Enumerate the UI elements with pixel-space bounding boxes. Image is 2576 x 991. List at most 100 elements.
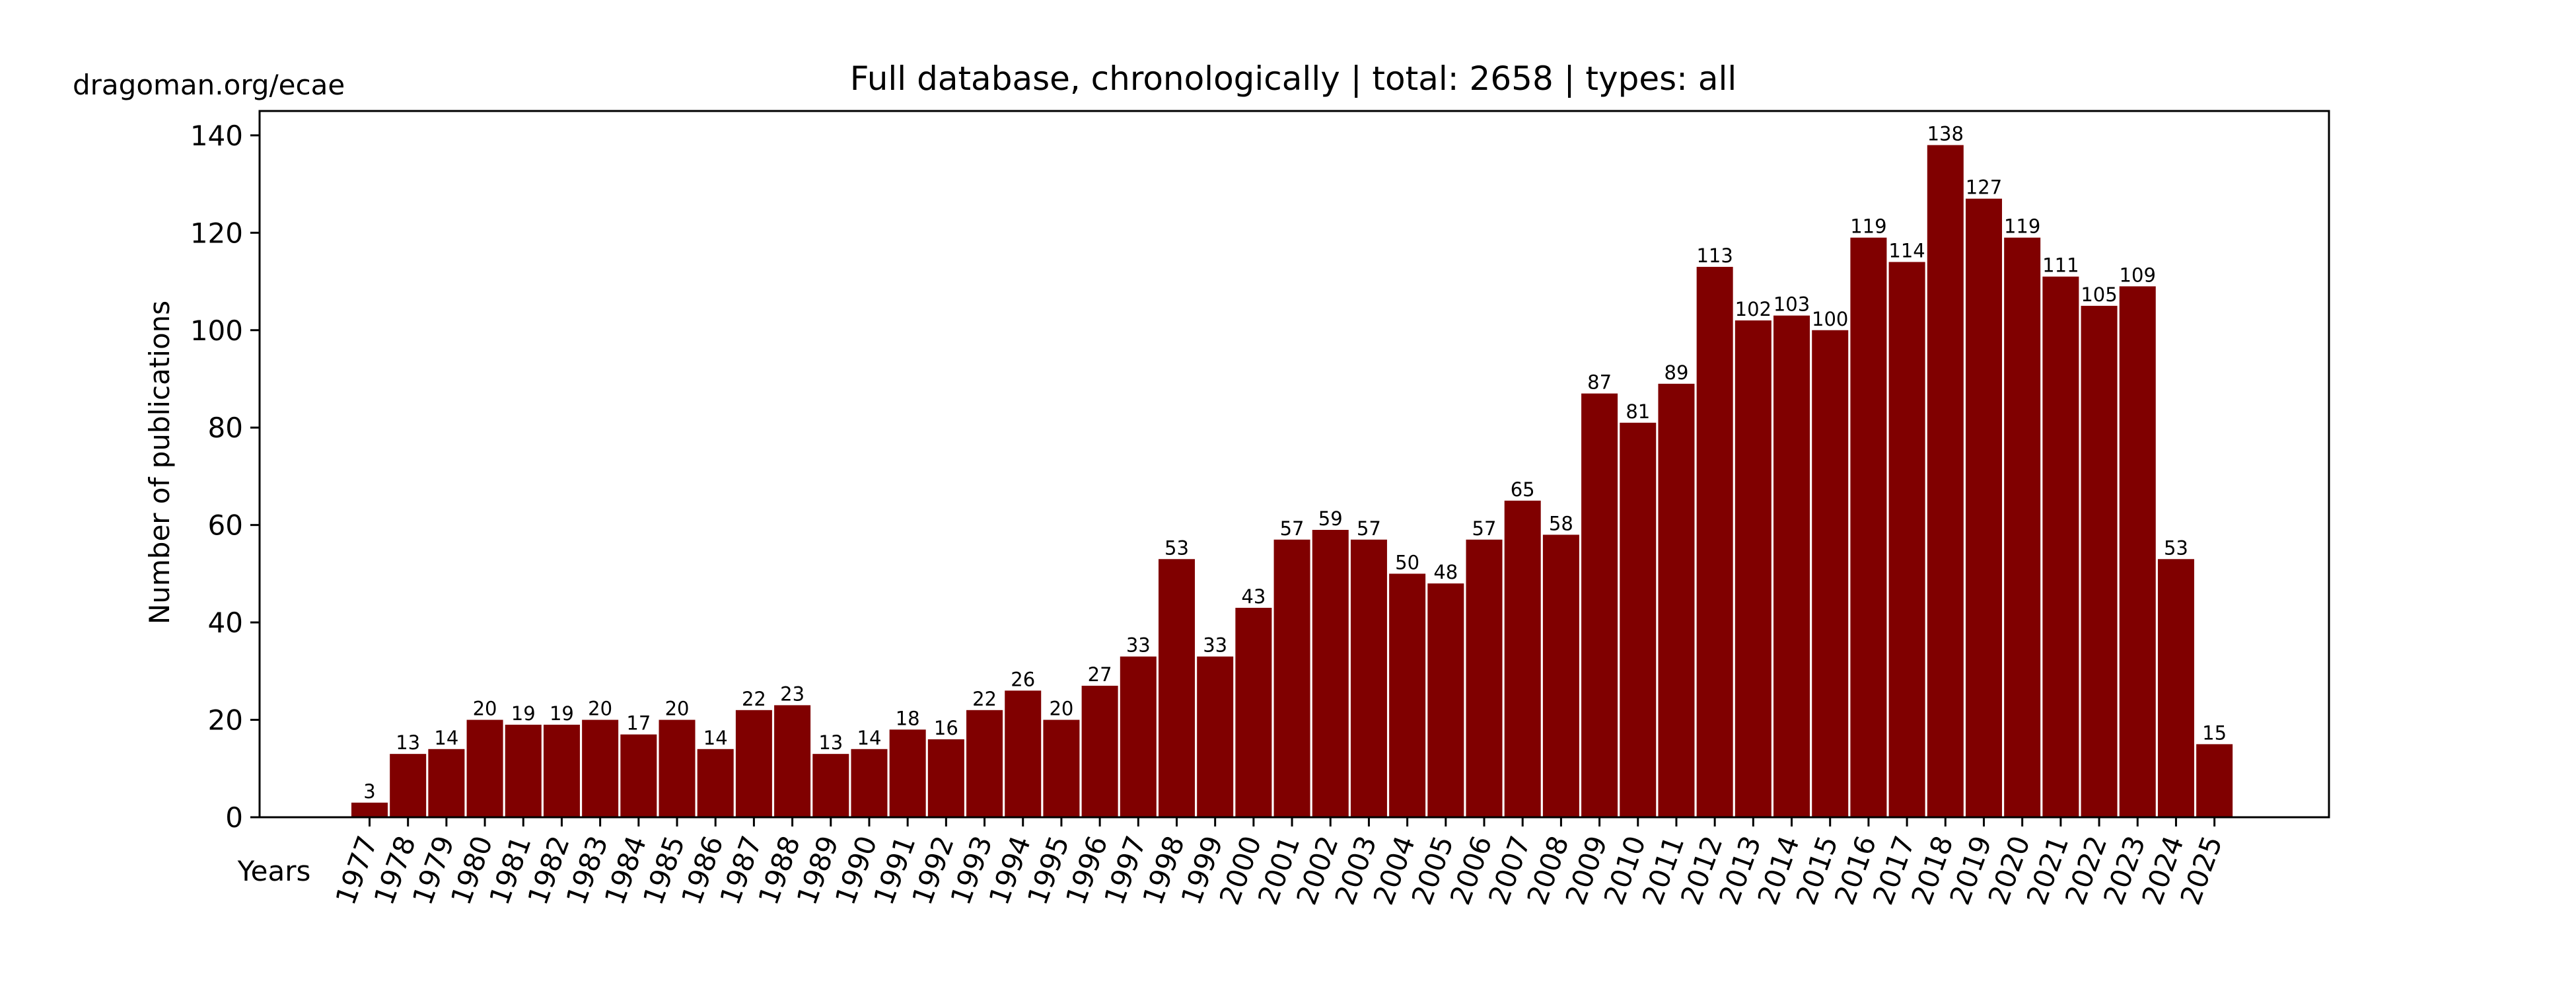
- bar: [2004, 237, 2041, 818]
- bar-value-label: 43: [1241, 585, 1266, 608]
- y-tick-label: 140: [190, 120, 243, 152]
- bar-value-label: 57: [1357, 517, 1381, 540]
- bar: [1812, 330, 1849, 817]
- bar-value-label: 20: [473, 698, 497, 720]
- bar-value-label: 53: [2164, 536, 2188, 559]
- bar-value-label: 57: [1280, 517, 1305, 540]
- bar-value-label: 19: [550, 702, 574, 725]
- y-axis-ticks: 0 20 40 60 80 100 120 140: [190, 120, 260, 834]
- bar: [2157, 559, 2194, 817]
- bar: [2119, 286, 2156, 818]
- y-tick-label: 80: [208, 412, 243, 444]
- bar-value-label: 119: [2004, 215, 2040, 238]
- bar: [1273, 539, 1310, 817]
- y-tick-label: 40: [208, 606, 243, 639]
- bar: [1850, 237, 1887, 818]
- bar-value-label: 111: [2042, 254, 2079, 277]
- bar: [1735, 320, 1771, 817]
- bar-value-label: 33: [1203, 634, 1227, 657]
- bar-value-label: 50: [1395, 551, 1419, 573]
- bar: [1005, 690, 1042, 817]
- bar-value-label: 113: [1696, 244, 1733, 267]
- bar: [697, 749, 734, 817]
- bar-value-label: 138: [1927, 123, 1964, 145]
- bar: [1389, 573, 1426, 817]
- bar-value-label: 87: [1587, 371, 1612, 394]
- bar: [1965, 198, 2002, 817]
- source-note: dragoman.org/ecae: [73, 69, 345, 101]
- bar: [889, 729, 926, 817]
- bar-value-label: 13: [396, 731, 420, 754]
- bar-value-label: 20: [1049, 698, 1073, 720]
- bar-value-label: 17: [626, 712, 651, 735]
- bar-value-label: 102: [1735, 298, 1771, 320]
- bar-value-label: 103: [1773, 293, 1810, 316]
- bar: [966, 710, 1003, 817]
- bar-value-label: 114: [1888, 240, 1925, 262]
- y-tick-label: 0: [225, 801, 243, 834]
- x-axis-label: Years: [237, 855, 311, 887]
- bar: [505, 724, 542, 817]
- bar: [851, 749, 888, 817]
- y-tick-label: 60: [208, 509, 243, 542]
- bar: [1581, 393, 1618, 817]
- bar-value-label: 89: [1664, 361, 1689, 384]
- bar-value-label: 14: [703, 727, 728, 749]
- bar-value-label: 3: [363, 780, 375, 803]
- bar: [735, 710, 772, 817]
- bar: [1888, 262, 1925, 818]
- bar-value-label: 48: [1433, 561, 1458, 583]
- plot-frame: [258, 110, 2330, 819]
- bar: [1158, 559, 1195, 817]
- bar-value-label: 23: [780, 682, 805, 705]
- bar: [1197, 656, 1234, 817]
- bar-value-label: 14: [434, 727, 458, 749]
- bar: [1043, 719, 1080, 817]
- y-tick-label: 120: [190, 217, 243, 249]
- bar: [1620, 422, 1657, 817]
- bar: [620, 734, 657, 817]
- bar: [351, 802, 388, 817]
- bar: [1542, 534, 1579, 817]
- bar: [1927, 145, 1964, 817]
- bar: [1120, 656, 1157, 817]
- bar: [1504, 500, 1541, 817]
- bar-value-label: 119: [1850, 215, 1886, 238]
- bar: [2196, 744, 2233, 817]
- bar: [582, 719, 619, 817]
- bar-value-label: 53: [1164, 536, 1189, 559]
- bar: [1235, 607, 1272, 817]
- bar: [659, 719, 696, 817]
- bar-value-label: 19: [511, 702, 536, 725]
- bar-value-label: 20: [665, 698, 690, 720]
- bar: [774, 705, 811, 817]
- bar: [428, 749, 465, 817]
- bar-value-label: 59: [1318, 507, 1343, 530]
- bar-value-label: 22: [742, 688, 766, 710]
- x-axis-ticks: 1977197819791980198119821983198419851986…: [329, 817, 2229, 909]
- bar-value-label: 33: [1126, 634, 1151, 657]
- bar-value-label: 26: [1011, 668, 1035, 690]
- bar-value-label: 15: [2202, 721, 2227, 744]
- bar-value-label: 22: [972, 688, 997, 710]
- y-tick-label: 100: [190, 314, 243, 347]
- bar: [2081, 305, 2118, 817]
- bar: [812, 754, 849, 817]
- bar-data-labels: 3 13 14 20 19 19 20 17 20 14 22 23 13 14 18 16 22 26 20 27 3…: [363, 123, 2227, 803]
- chart-title: Full database, chronologically | total: …: [850, 59, 1737, 98]
- bar-value-label: 109: [2120, 264, 2156, 286]
- y-axis-label: Number of publications: [143, 301, 176, 624]
- bar-value-label: 100: [1812, 308, 1848, 330]
- bar-value-label: 14: [857, 727, 882, 749]
- bar: [1696, 266, 1733, 817]
- bar-value-label: 18: [896, 707, 920, 729]
- y-tick-label: 20: [208, 704, 243, 737]
- bar: [1658, 383, 1695, 817]
- bar: [2042, 276, 2079, 817]
- bar: [1466, 539, 1503, 817]
- bar: [927, 739, 964, 817]
- bar-value-label: 27: [1088, 663, 1112, 686]
- bar-value-label: 57: [1472, 517, 1497, 540]
- bar: [466, 719, 503, 817]
